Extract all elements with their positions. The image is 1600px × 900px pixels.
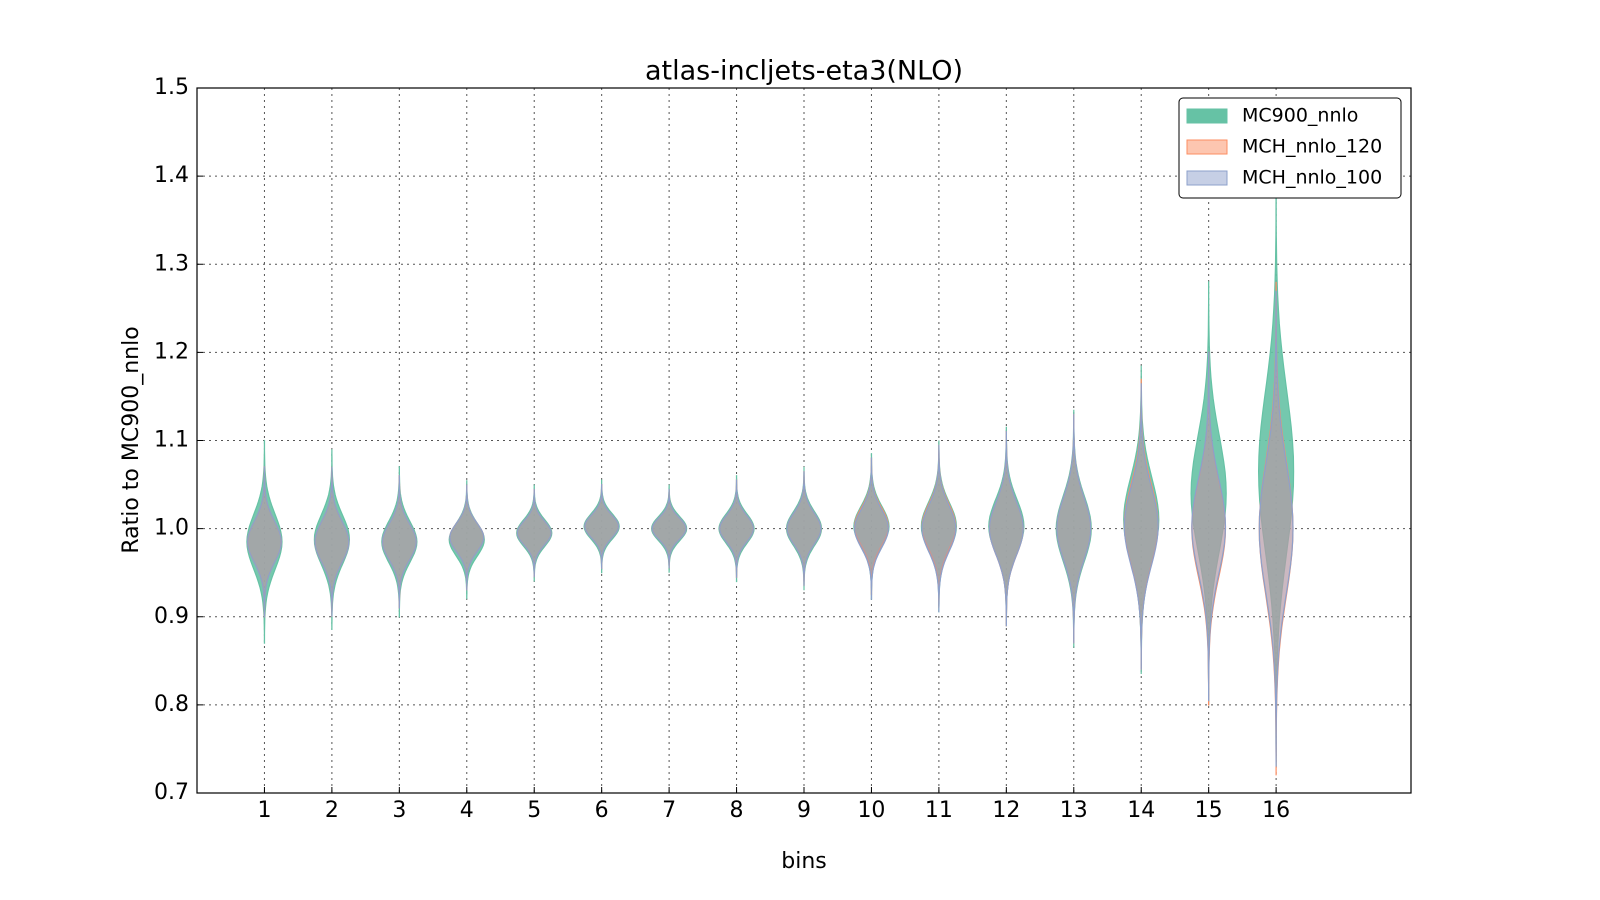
x-tick-label: 15 [1195, 798, 1223, 823]
frame [196, 87, 1412, 794]
violin [1056, 414, 1092, 644]
y-tick-label: 1.0 [154, 516, 189, 541]
x-tick-label: 6 [595, 798, 609, 823]
violin [988, 431, 1024, 627]
y-axis-label: Ratio to MC900_nnlo [119, 326, 144, 553]
x-tick-label: 7 [662, 798, 676, 823]
y-tick-label: 1.4 [154, 163, 189, 188]
violin [583, 479, 620, 574]
x-tick-label: 9 [797, 798, 811, 823]
x-axis-label: bins [781, 849, 826, 874]
legend-swatch [1186, 170, 1228, 186]
legend-label: MC900_nnlo [1242, 105, 1358, 127]
violin [921, 444, 957, 613]
x-tick-label: 13 [1060, 798, 1088, 823]
legend-box [1178, 97, 1402, 199]
violin [1123, 383, 1159, 670]
x-tick-label: 2 [325, 798, 339, 823]
x-tick-label: 16 [1262, 798, 1290, 823]
violin [449, 484, 485, 591]
violin [785, 466, 823, 591]
violin [921, 444, 957, 608]
violin [246, 439, 283, 644]
x-tick-label: 11 [925, 798, 953, 823]
violin [1190, 281, 1227, 706]
violin [584, 484, 620, 569]
chart-title: atlas-incljets-eta3(NLO) [645, 56, 963, 87]
violin [448, 480, 485, 600]
legend-swatch [1186, 139, 1228, 155]
y-tick-label: 1.3 [154, 251, 189, 276]
violin [786, 471, 822, 586]
y-tick-label: 1.2 [154, 339, 189, 364]
violin [650, 484, 688, 573]
x-tick-label: 8 [730, 798, 744, 823]
legend: MC900_nnlo MCH_nnlo_120 MCH_nnlo_100 [1178, 97, 1402, 199]
violin [853, 457, 889, 600]
y-tick-label: 0.9 [154, 604, 189, 629]
x-tick-label: 5 [527, 798, 541, 823]
x-tick-label: 10 [857, 798, 885, 823]
x-tick-label: 1 [257, 798, 271, 823]
y-tick-label: 1.1 [154, 428, 189, 453]
x-tick-label: 14 [1127, 798, 1155, 823]
x-tick-label: 12 [992, 798, 1020, 823]
violin [1055, 409, 1092, 648]
x-tick-label: 3 [392, 798, 406, 823]
y-tick-label: 0.8 [154, 692, 189, 717]
violin [1258, 290, 1294, 767]
violin [314, 466, 350, 617]
y-tick-label: 0.7 [154, 780, 189, 805]
x-tick-label: 4 [460, 798, 474, 823]
violin [313, 449, 351, 631]
violin [1191, 351, 1227, 702]
violin [381, 466, 418, 618]
legend-label: MCH_nnlo_120 [1242, 136, 1382, 158]
violin [719, 479, 755, 578]
violin [246, 466, 282, 618]
legend-swatch [1186, 108, 1228, 124]
violin [381, 475, 417, 609]
y-tick-label: 1.5 [154, 75, 189, 100]
legend-label: MCH_nnlo_100 [1242, 167, 1382, 189]
violin [651, 489, 687, 569]
violin [718, 475, 755, 583]
violin [516, 484, 553, 582]
violin [516, 488, 552, 578]
